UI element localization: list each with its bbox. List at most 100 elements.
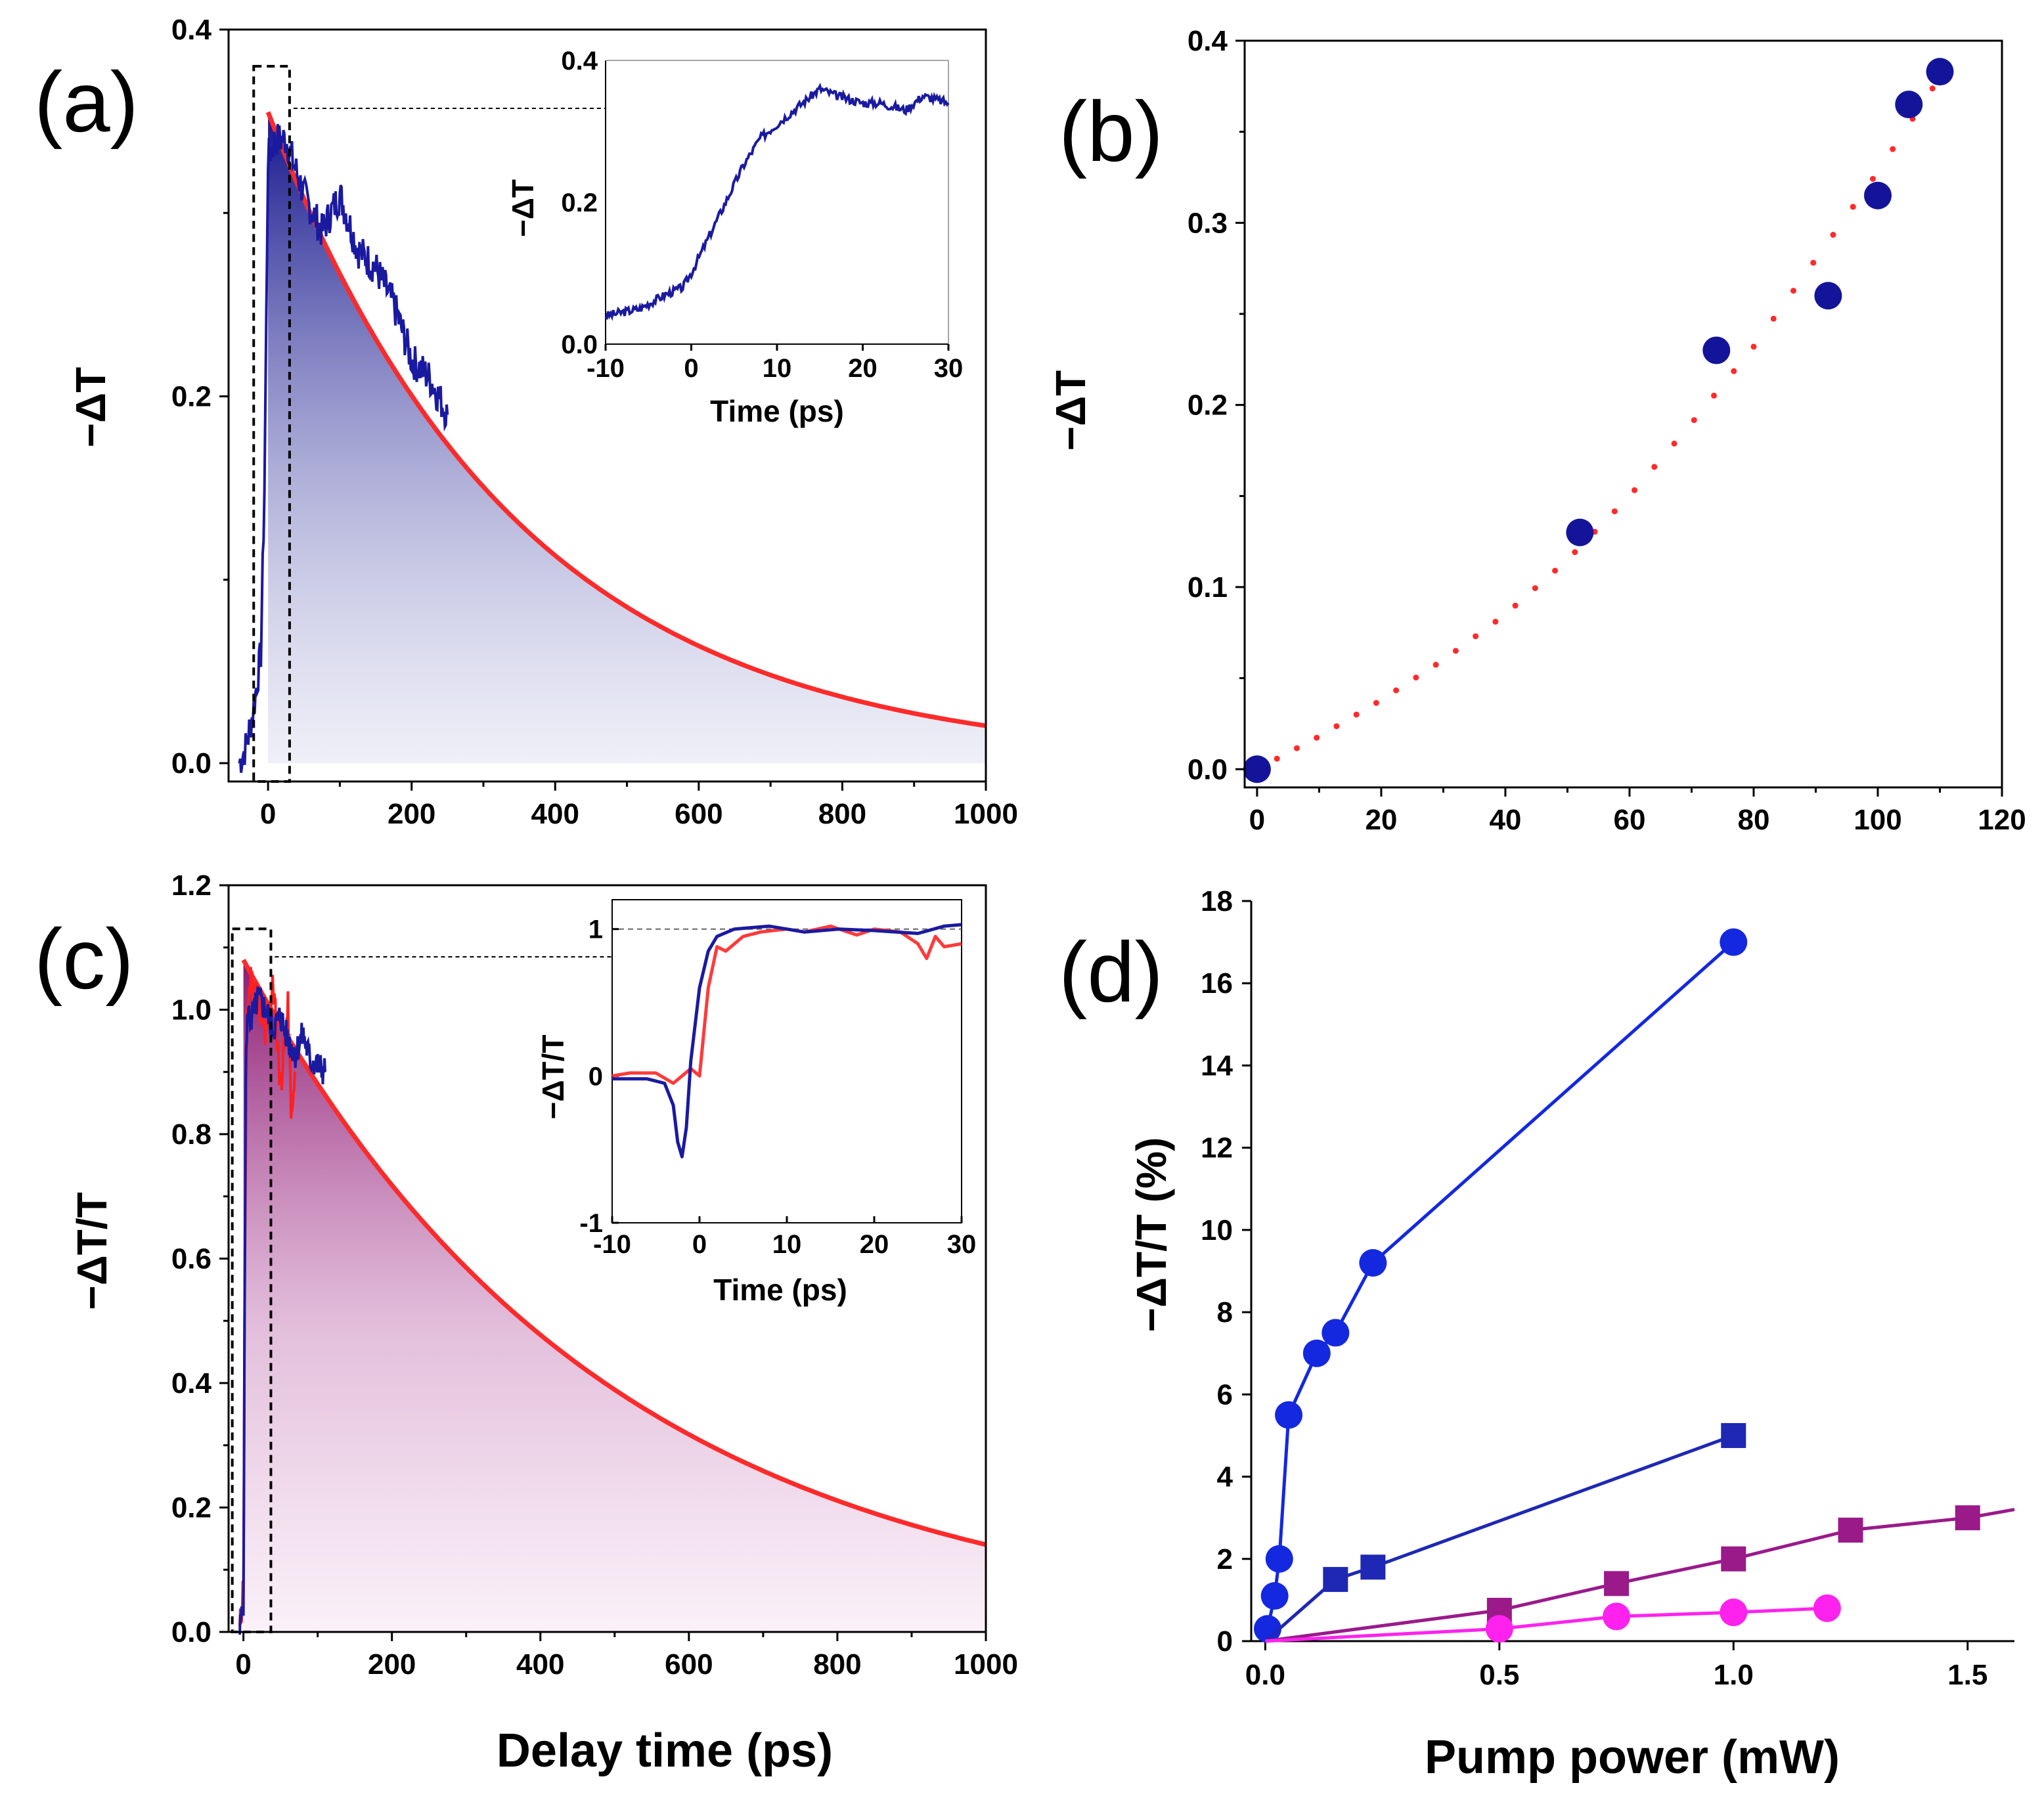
inset-background <box>606 60 948 344</box>
data-point <box>1243 755 1271 783</box>
inset-x-tick-label: 0 <box>684 354 698 383</box>
y-tick-label: 12 <box>1201 1132 1233 1164</box>
x-tick-label: 800 <box>813 1648 861 1681</box>
x-tick-label: 1.0 <box>1714 1659 1754 1691</box>
panel-d: 0.0 0.5 1.0 1.5 0 2 4 6 8 10 12 14 16 18 −ΔT/T (%) Pump… <box>1059 885 2015 1784</box>
fit-dot <box>1750 343 1757 350</box>
panel-label: (c) <box>34 911 134 1007</box>
fit-dot <box>1810 259 1817 266</box>
fit-dot <box>1651 464 1658 470</box>
y-tick-label: 0.8 <box>171 1118 211 1151</box>
y-tick-label: 10 <box>1201 1214 1233 1246</box>
data-point <box>1814 282 1842 310</box>
fit-dot <box>1790 288 1796 294</box>
y-axis-label: −ΔT <box>1047 370 1094 451</box>
fit-dot <box>1512 602 1519 609</box>
x-axis-label: Pump power (mW) <box>1425 1731 1840 1784</box>
fit-dot <box>1413 674 1419 681</box>
y-tick-label: 0.6 <box>171 1243 211 1275</box>
data-trace-blue <box>238 986 326 1635</box>
data-point <box>1895 91 1923 119</box>
fit-dot <box>1869 175 1876 182</box>
inset-trace-blue <box>612 923 962 1158</box>
panel-label: (a) <box>34 54 139 150</box>
x-tick-label: 40 <box>1489 804 1521 836</box>
x-tick-label: 0 <box>235 1648 251 1681</box>
fit-dot <box>1770 315 1777 322</box>
data-point <box>1926 58 1954 86</box>
inset-y-tick-label: 0.0 <box>561 330 598 359</box>
fit-dot <box>1393 687 1400 693</box>
data-point <box>1955 1505 1980 1531</box>
x-tick-label: 1000 <box>954 798 1018 830</box>
x-tick-label: 120 <box>1978 804 2026 836</box>
shaded-area <box>268 112 987 764</box>
y-tick-label: 1.0 <box>171 994 211 1026</box>
panel-c: 0 200 400 600 800 10000.00.20.40.60.81.01.2−Δ… <box>34 869 1018 1777</box>
y-tick-label: 16 <box>1201 967 1233 1000</box>
plot-frame <box>227 28 987 783</box>
y-tick-label: 0 <box>1217 1625 1233 1658</box>
data-point <box>1265 1545 1293 1573</box>
y-tick-label: 0.0 <box>171 1616 211 1648</box>
fit-dot <box>1373 699 1379 706</box>
y-tick-label: 0.4 <box>171 1367 212 1399</box>
x-tick-label: 200 <box>368 1648 416 1681</box>
fit-dot <box>1532 585 1538 592</box>
inset-y-tick-label: 0.4 <box>561 47 598 76</box>
data-point <box>1260 1582 1289 1610</box>
fit-dot <box>1572 549 1578 556</box>
x-tick-label: 200 <box>388 798 435 830</box>
inset-frame <box>611 899 962 1223</box>
data-point <box>1322 1319 1350 1347</box>
fit-dot <box>1890 146 1896 152</box>
fit-dot <box>1492 619 1499 625</box>
x-tick-label: 0 <box>1249 804 1265 836</box>
fit-dot <box>1433 661 1439 668</box>
y-tick-label: 0.2 <box>171 381 211 413</box>
y-axis-label: −ΔT <box>506 179 540 237</box>
inset-x-axis-label: Time (ps) <box>713 1273 847 1307</box>
x-tick-label: 400 <box>516 1648 564 1681</box>
x-tick-label: 1.5 <box>1947 1659 1988 1691</box>
y-tick-label: 18 <box>1201 885 1233 917</box>
data-point <box>1275 1401 1303 1429</box>
data-point <box>1702 336 1731 364</box>
shaded-area <box>243 959 987 1632</box>
fit-dot <box>1333 723 1340 730</box>
y-axis-label: −ΔT/T <box>536 1035 570 1120</box>
y-tick-label: 0.0 <box>1188 753 1228 785</box>
data-point <box>1721 1422 1746 1448</box>
inset-x-tick-label: -10 <box>587 354 625 383</box>
data-point <box>1485 1615 1513 1643</box>
y-tick-label: 14 <box>1201 1049 1233 1082</box>
data-point <box>1253 1615 1281 1643</box>
inset-x-axis-label: Time (ps) <box>710 394 844 428</box>
x-tick-label: 80 <box>1737 804 1769 836</box>
x-tick-label: 0.0 <box>1245 1659 1285 1691</box>
fit-dot <box>1353 711 1360 718</box>
y-tick-label: 8 <box>1217 1296 1233 1329</box>
panel-b: 0 20 40 60 80 100 120 0.0 0.1 0.2 0.3 0.4 −ΔT (b) <box>1047 25 2026 836</box>
x-tick-label: 600 <box>665 1648 713 1681</box>
inset-y-tick-label: -1 <box>579 1209 603 1238</box>
inset-data-trace <box>604 82 950 321</box>
y-tick-label: 0.2 <box>1188 389 1228 422</box>
data-point <box>1721 1546 1746 1572</box>
panel-a: 0 200 400 600 800 1000 0.0 0.2 0.4 −ΔT (a) -10 0 10 20… <box>34 14 1018 830</box>
inset-x-tick-label: 20 <box>848 354 878 383</box>
fit-dot <box>1850 204 1856 210</box>
data-point <box>1863 181 1892 209</box>
fit-dot <box>1710 392 1717 399</box>
inset-x-tick-label: 20 <box>860 1230 889 1259</box>
data-point <box>1302 1339 1331 1367</box>
fit-dot <box>1611 508 1618 515</box>
x-tick-label: 100 <box>1854 804 1901 836</box>
y-tick-label: 0.4 <box>171 14 212 46</box>
x-tick-label: 20 <box>1365 804 1397 836</box>
plot-frame <box>1243 39 2003 789</box>
x-tick-label: 1000 <box>954 1648 1018 1681</box>
data-point <box>1838 1517 1863 1543</box>
fit-dot <box>1293 745 1300 751</box>
fit-dot <box>1632 487 1638 493</box>
